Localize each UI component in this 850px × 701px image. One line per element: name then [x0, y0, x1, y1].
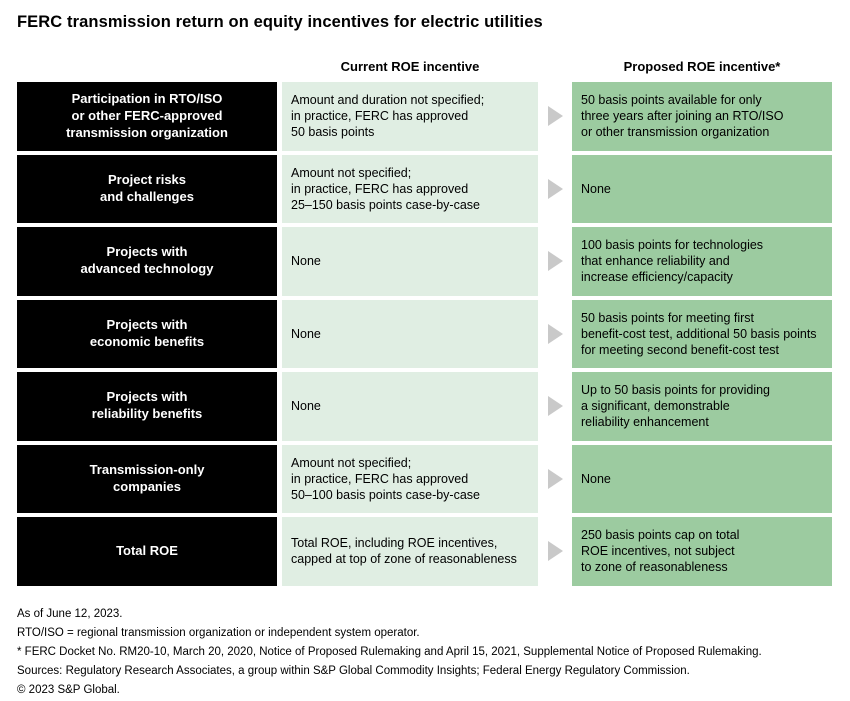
arrow-zone [538, 82, 572, 151]
table-row: Transmission-only companies Amount not s… [17, 444, 833, 514]
table-row: Participation in RTO/ISO or other FERC-a… [17, 82, 833, 151]
column-header-current: Current ROE incentive [340, 59, 480, 74]
current-incentive-cell: Amount not specified; in practice, FERC … [282, 154, 538, 223]
right-arrow-icon [547, 178, 563, 199]
row-label: Transmission-only companies [17, 444, 277, 513]
footnotes: As of June 12, 2023. RTO/ISO = regional … [17, 605, 833, 701]
column-header-arrow-spacer [538, 59, 572, 74]
footnote-as-of-date: As of June 12, 2023. [17, 607, 123, 620]
arrow-zone [538, 445, 572, 514]
footnote-ferc-docket: * FERC Docket No. RM20-10, March 20, 202… [17, 645, 762, 658]
current-incentive-cell: Amount not specified; in practice, FERC … [282, 444, 538, 513]
arrow-zone [538, 300, 572, 369]
proposed-incentive-cell: 50 basis points for meeting first benefi… [572, 299, 832, 368]
arrow-zone [538, 227, 572, 296]
table-row: Project risks and challenges Amount not … [17, 154, 833, 224]
row-label: Projects with reliability benefits [17, 372, 277, 441]
proposed-incentive-cell: Up to 50 basis points for providing a si… [572, 372, 832, 441]
arrow-zone [538, 372, 572, 441]
column-header-proposed: Proposed ROE incentive* [623, 59, 781, 74]
table-row: Projects with reliability benefits None … [17, 372, 833, 441]
row-label: Projects with economic benefits [17, 299, 277, 368]
footnote-copyright: © 2023 S&P Global. [17, 684, 120, 697]
right-arrow-icon [547, 396, 563, 417]
row-label: Participation in RTO/ISO or other FERC-a… [17, 82, 277, 151]
row-label: Total ROE [17, 517, 277, 586]
footnote-sources: Sources: Regulatory Research Associates,… [17, 665, 690, 678]
right-arrow-icon [547, 541, 563, 562]
table-row: Projects with advanced technology None 1… [17, 227, 833, 296]
current-incentive-cell: None [282, 299, 538, 368]
proposed-incentive-cell: None [572, 154, 832, 223]
current-incentive-cell: None [282, 227, 538, 296]
footnote-rto-iso-definition: RTO/ISO = regional transmission organiza… [17, 626, 420, 639]
page-title: FERC transmission return on equity incen… [17, 13, 543, 31]
current-incentive-cell: None [282, 372, 538, 441]
right-arrow-icon [547, 468, 563, 489]
current-incentive-cell: Amount and duration not specified; in pr… [282, 82, 538, 151]
arrow-zone [538, 155, 572, 224]
incentives-table: Participation in RTO/ISO or other FERC-a… [17, 82, 833, 586]
proposed-incentive-cell: 100 basis points for technologies that e… [572, 227, 832, 296]
table-row: Projects with economic benefits None 50 … [17, 299, 833, 369]
row-label: Project risks and challenges [17, 154, 277, 223]
proposed-incentive-cell: None [572, 444, 832, 513]
row-label: Projects with advanced technology [17, 227, 277, 296]
proposed-incentive-cell: 250 basis points cap on total ROE incent… [572, 517, 832, 586]
arrow-zone [538, 517, 572, 586]
right-arrow-icon [547, 323, 563, 344]
column-header-spacer [17, 59, 282, 74]
right-arrow-icon [547, 251, 563, 272]
column-header-row: Current ROE incentive Proposed ROE incen… [17, 59, 833, 74]
proposed-incentive-cell: 50 basis points available for only three… [572, 82, 832, 151]
right-arrow-icon [547, 106, 563, 127]
table-row: Total ROE Total ROE, including ROE incen… [17, 517, 833, 586]
current-incentive-cell: Total ROE, including ROE incentives, cap… [282, 517, 538, 586]
